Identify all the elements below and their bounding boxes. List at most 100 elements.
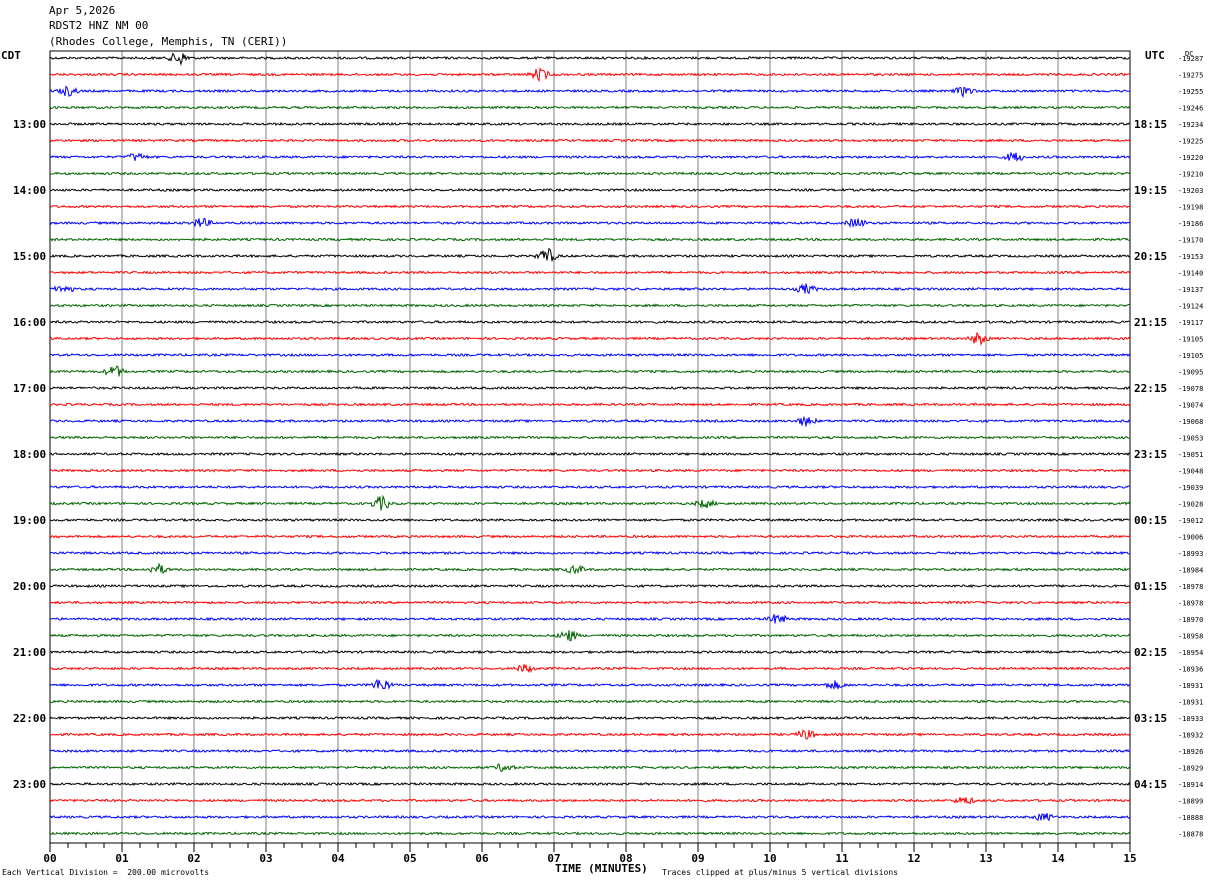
x-tick-label: 14 [1051, 852, 1065, 865]
trace-row-36 [49, 649, 1131, 655]
left-hour-label: 14:00 [13, 184, 46, 197]
dc-offset-label-row-11: -19170 [1178, 237, 1203, 245]
trace-row-46 [49, 813, 1131, 822]
trace-row-9 [49, 204, 1131, 209]
dc-offset-label-row-18: -19105 [1178, 352, 1203, 360]
trace-row-38 [49, 678, 1131, 691]
x-tick-label: 02 [187, 852, 200, 865]
trace-row-44 [49, 781, 1131, 787]
dc-offset-label-row-35: -18958 [1178, 633, 1203, 641]
x-tick-label: 11 [835, 852, 849, 865]
trace-row-23 [49, 435, 1131, 440]
trace-row-11 [49, 237, 1131, 242]
dc-offset-label-row-17: -19105 [1178, 336, 1203, 344]
right-hour-label: 20:15 [1134, 250, 1167, 263]
dc-offset-label-row-14: -19137 [1178, 286, 1203, 294]
dc-offset-label-row-10: -19186 [1178, 220, 1203, 228]
dc-offset-label-row-23: -19053 [1178, 435, 1203, 443]
left-hour-label: 19:00 [13, 514, 46, 527]
left-hour-label: 21:00 [13, 646, 46, 659]
trace-row-29 [49, 534, 1131, 539]
x-tick-label: 04 [331, 852, 345, 865]
x-tick-label: 05 [403, 852, 416, 865]
x-tick-label: 03 [259, 852, 272, 865]
dc-offset-label-row-39: -18931 [1178, 699, 1203, 707]
dc-offset-header: DC [1185, 50, 1194, 58]
dc-offset-label-row-8: -19203 [1178, 187, 1203, 195]
dc-offset-label-row-0: -19287 [1178, 55, 1203, 63]
trace-row-41 [49, 729, 1131, 740]
left-hour-label: 16:00 [13, 316, 46, 329]
dc-offset-label-row-5: -19225 [1178, 138, 1203, 146]
trace-row-27 [49, 494, 1131, 511]
trace-row-22 [49, 415, 1131, 427]
trace-row-40 [49, 715, 1131, 721]
dc-offset-label-row-44: -18914 [1178, 781, 1203, 789]
dc-offset-label-row-20: -19078 [1178, 385, 1203, 393]
trace-row-45 [49, 796, 1131, 805]
dc-offset-label-row-6: -19220 [1178, 154, 1203, 162]
trace-row-13 [49, 270, 1131, 275]
trace-row-47 [49, 831, 1131, 836]
left-hour-label: 18:00 [13, 448, 46, 461]
dc-offset-label-row-36: -18954 [1178, 649, 1203, 657]
trace-row-25 [49, 468, 1131, 473]
right-timezone-label: UTC [1145, 49, 1165, 62]
plot-frame [49, 50, 1131, 844]
trace-row-19 [49, 365, 1131, 377]
dc-offset-label-row-33: -18978 [1178, 600, 1203, 608]
dc-offset-label-row-40: -18933 [1178, 715, 1203, 723]
trace-row-37 [49, 663, 1131, 674]
trace-row-24 [49, 451, 1131, 457]
dc-offset-label-row-22: -19068 [1178, 418, 1203, 426]
left-hour-label: 20:00 [13, 580, 46, 593]
right-hour-label: 23:15 [1134, 448, 1167, 461]
left-hour-label: 13:00 [13, 118, 46, 131]
dc-offset-label-row-9: -19198 [1178, 204, 1203, 212]
x-tick-label: 15 [1123, 852, 1136, 865]
right-hour-label: 01:15 [1134, 580, 1167, 593]
trace-row-32 [49, 583, 1131, 589]
dc-offset-label-row-7: -19210 [1178, 171, 1203, 179]
trace-row-43 [49, 763, 1131, 772]
dc-offset-label-row-45: -18899 [1178, 798, 1203, 806]
dc-offset-label-row-12: -19153 [1178, 253, 1203, 261]
trace-row-21 [49, 402, 1131, 407]
x-tick-label: 12 [907, 852, 920, 865]
trace-row-5 [49, 138, 1131, 143]
left-hour-label: 17:00 [13, 382, 46, 395]
dc-offset-label-row-38: -18931 [1178, 682, 1203, 690]
trace-row-0 [49, 52, 1131, 66]
trace-row-16 [49, 319, 1131, 325]
dc-offset-label-row-27: -19028 [1178, 501, 1203, 509]
chart-title-site: (Rhodes College, Memphis, TN (CERI)) [49, 35, 288, 48]
trace-row-3 [49, 105, 1131, 110]
x-tick-label: 08 [619, 852, 632, 865]
x-tick-label: 06 [475, 852, 489, 865]
dc-offset-label-row-31: -18984 [1178, 567, 1203, 575]
right-hour-label: 00:15 [1134, 514, 1167, 527]
dc-offset-label-row-32: -18978 [1178, 583, 1203, 591]
trace-row-2 [49, 85, 1130, 99]
trace-row-12 [49, 247, 1131, 262]
dc-offset-label-row-19: -19095 [1178, 369, 1203, 377]
dc-offset-label-row-37: -18936 [1178, 666, 1203, 674]
trace-row-39 [49, 699, 1131, 704]
dc-offset-label-row-25: -19048 [1178, 468, 1203, 476]
trace-row-8 [49, 187, 1130, 193]
trace-row-34 [49, 614, 1131, 624]
clip-note: Traces clipped at plus/minus 5 vertical … [662, 868, 899, 877]
dc-offset-label-row-30: -18993 [1178, 550, 1203, 558]
chart-title-station: RDST2 HNZ NM 00 [49, 19, 149, 32]
dc-offset-label-row-43: -18929 [1178, 765, 1203, 773]
trace-row-14 [49, 282, 1131, 295]
dc-offset-label-row-16: -19117 [1178, 319, 1203, 327]
left-hour-label: 22:00 [13, 712, 46, 725]
dc-offset-label-row-3: -19246 [1178, 105, 1203, 113]
trace-row-35 [49, 630, 1131, 642]
chart-title-date: Apr 5,2026 [49, 4, 116, 17]
x-tick-label: 00 [43, 852, 56, 865]
trace-row-15 [49, 303, 1131, 308]
dc-offset-label-row-13: -19140 [1178, 270, 1203, 278]
